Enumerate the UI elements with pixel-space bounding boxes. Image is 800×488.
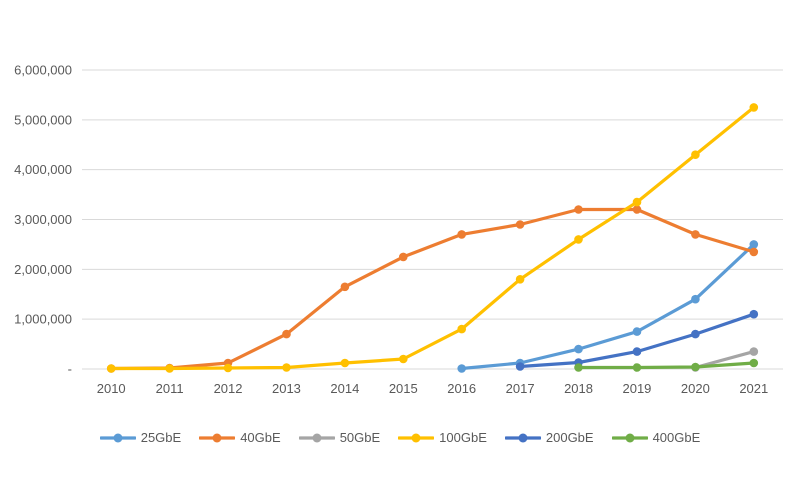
x-axis-tick-label: 2015 xyxy=(389,381,418,396)
data-point-marker-100GbE xyxy=(282,363,291,372)
legend-item-200GbE: 200GbE xyxy=(504,430,594,445)
x-axis-tick-label: 2019 xyxy=(622,381,651,396)
x-axis-tick-label: 2010 xyxy=(97,381,126,396)
y-axis-tick-label: 2,000,000 xyxy=(14,262,72,277)
x-axis-tick-label: 2012 xyxy=(214,381,243,396)
y-axis-tick-label: 1,000,000 xyxy=(14,312,72,327)
legend-line-marker-icon xyxy=(99,433,136,442)
data-point-marker-100GbE xyxy=(632,197,642,207)
data-point-marker-100GbE xyxy=(749,103,759,112)
legend-label: 100GbE xyxy=(439,430,487,445)
y-axis-tick-label: 3,000,000 xyxy=(14,212,72,227)
data-point-marker-100GbE xyxy=(691,150,700,159)
data-point-marker-40GbE xyxy=(515,220,525,229)
legend-line-marker-icon xyxy=(398,433,435,442)
legend-line-marker-icon xyxy=(199,433,236,442)
data-point-marker-100GbE xyxy=(574,235,583,244)
data-point-marker-25GbE xyxy=(749,240,759,249)
legend-label: 400GbE xyxy=(652,430,701,445)
series-line-25GbE xyxy=(460,242,756,371)
x-axis-tick-label: 2016 xyxy=(447,381,476,396)
data-point-marker-100GbE xyxy=(223,363,233,373)
data-point-marker-400GbE xyxy=(574,363,583,372)
data-point-marker-100GbE xyxy=(515,275,525,284)
legend-label: 50GbE xyxy=(339,430,381,445)
x-axis-tick-label: 2021 xyxy=(739,381,768,396)
data-point-marker-100GbE xyxy=(165,364,174,373)
x-axis-tick-label: 2018 xyxy=(564,381,593,396)
legend-label: 200GbE xyxy=(545,430,594,445)
legend-line-marker-icon xyxy=(298,433,335,442)
y-axis-tick-label: 5,000,000 xyxy=(14,112,72,127)
data-point-marker-40GbE xyxy=(574,205,583,214)
data-point-marker-100GbE xyxy=(457,324,467,334)
data-point-marker-100GbE xyxy=(340,358,350,368)
legend-item-400GbE: 400GbE xyxy=(611,430,701,445)
x-axis-tick-label: 2011 xyxy=(156,381,184,396)
x-axis-tick-label: 2017 xyxy=(506,381,535,396)
legend-item-100GbE: 100GbE xyxy=(398,431,487,444)
data-point-marker-40GbE xyxy=(282,329,291,339)
y-axis-tick-label: 6,000,000 xyxy=(14,63,72,78)
data-point-marker-25GbE xyxy=(457,364,467,373)
chart-legend: 25GbE 40GbE 50GbE 100GbE 200GbE 400GbE xyxy=(0,431,800,444)
data-point-marker-40GbE xyxy=(340,282,350,292)
data-point-marker-40GbE xyxy=(691,230,700,239)
data-point-marker-40GbE xyxy=(399,252,408,262)
data-point-marker-400GbE xyxy=(632,363,642,372)
x-axis-tick-label: 2013 xyxy=(272,381,301,396)
data-point-marker-25GbE xyxy=(632,327,642,336)
legend-item-50GbE: 50GbE xyxy=(298,430,381,445)
data-point-marker-40GbE xyxy=(632,205,642,214)
data-point-marker-200GbE xyxy=(515,362,525,371)
legend-label: 40GbE xyxy=(240,430,281,445)
data-point-marker-200GbE xyxy=(691,329,700,339)
data-point-marker-50GbE xyxy=(749,347,759,356)
legend-line-marker-icon xyxy=(611,433,648,442)
series-line-40GbE xyxy=(109,207,756,371)
data-point-marker-200GbE xyxy=(749,309,759,319)
data-point-marker-25GbE xyxy=(574,344,583,354)
data-point-marker-100GbE xyxy=(399,354,408,364)
data-point-marker-400GbE xyxy=(749,358,759,368)
y-axis-tick-label: - xyxy=(68,362,72,377)
legend-line-marker-icon xyxy=(504,433,541,442)
data-point-marker-100GbE xyxy=(106,364,116,373)
series-line-100GbE xyxy=(109,105,756,371)
data-point-marker-40GbE xyxy=(457,230,467,239)
series-line-400GbE xyxy=(576,361,756,370)
data-point-marker-40GbE xyxy=(749,247,759,257)
series-line-200GbE xyxy=(518,312,756,369)
legend-item-25GbE: 25GbE xyxy=(99,430,182,445)
legend-item-40GbE: 40GbE xyxy=(199,430,281,445)
data-point-marker-400GbE xyxy=(691,362,700,372)
x-axis-tick-label: 2014 xyxy=(330,381,359,396)
y-axis-tick-label: 4,000,000 xyxy=(14,162,72,177)
data-point-marker-200GbE xyxy=(632,347,642,356)
x-axis-tick-label: 2020 xyxy=(681,381,710,396)
legend-label: 25GbE xyxy=(140,430,182,445)
data-point-marker-25GbE xyxy=(691,294,700,304)
